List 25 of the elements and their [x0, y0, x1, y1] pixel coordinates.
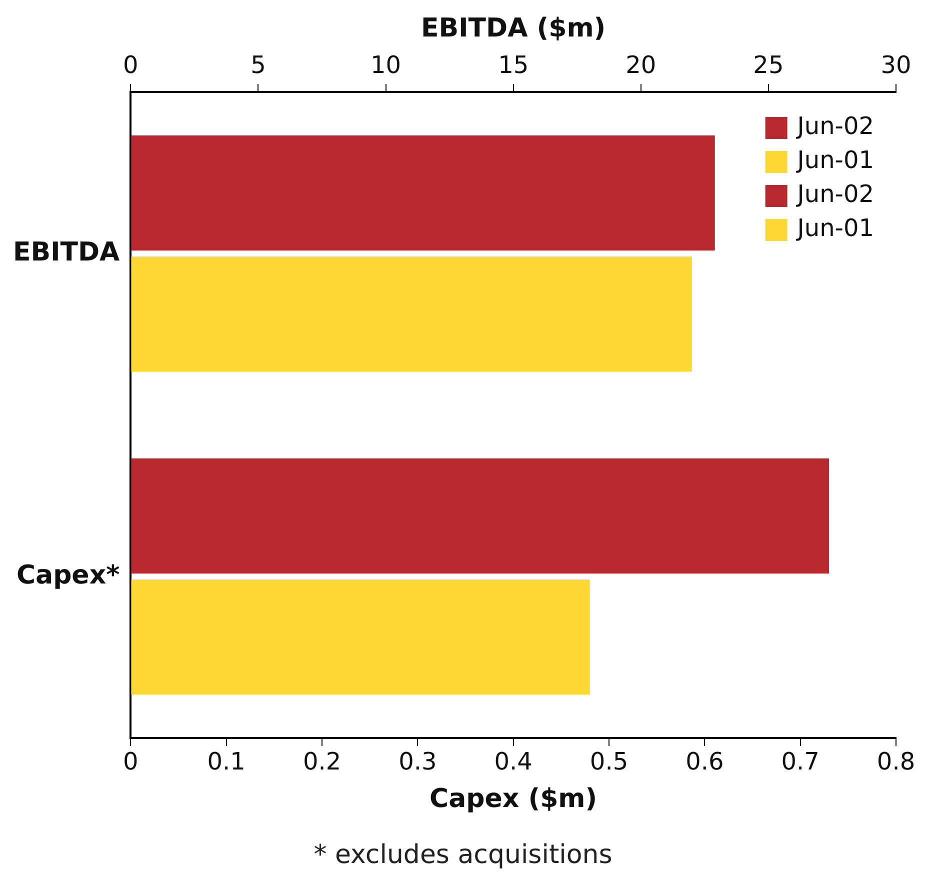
legend-label: Jun-01: [795, 146, 874, 174]
x2-tick-label: 10: [370, 50, 402, 79]
x2-tick-label: 15: [498, 50, 529, 79]
x2-tick-label: 30: [880, 50, 912, 79]
x2-axis-title: EBITDA ($m): [420, 13, 606, 44]
x-tick-label: 0.8: [876, 748, 916, 776]
text: * excludes acquisitions: [312, 840, 614, 870]
x-axis-title: Capex ($m): [430, 784, 598, 814]
x-tick-label: 0.5: [590, 748, 628, 776]
legend-label: Jun-02: [795, 180, 874, 208]
x2-tick-label: 25: [753, 50, 784, 79]
x2-tick-label: 0: [123, 50, 138, 79]
x-tick-label: 0.4: [494, 748, 532, 776]
x-tick-label: 0.2: [302, 748, 342, 776]
x-tick-label: 0: [123, 748, 138, 776]
x2-tick-label: 5: [250, 50, 266, 79]
y-tick-label: Capex*: [16, 560, 120, 590]
x-tick-label: 0.3: [398, 748, 437, 776]
legend-label: Jun-01: [795, 214, 874, 242]
x-tick-label: 0.1: [207, 748, 246, 776]
x-tick-label: 0.7: [781, 748, 820, 776]
y-tick-label: EBITDA: [12, 237, 120, 268]
x-tick-label: 0.6: [686, 748, 724, 776]
legend-label: Jun-02: [795, 112, 874, 140]
x2-tick-label: 20: [626, 50, 656, 79]
